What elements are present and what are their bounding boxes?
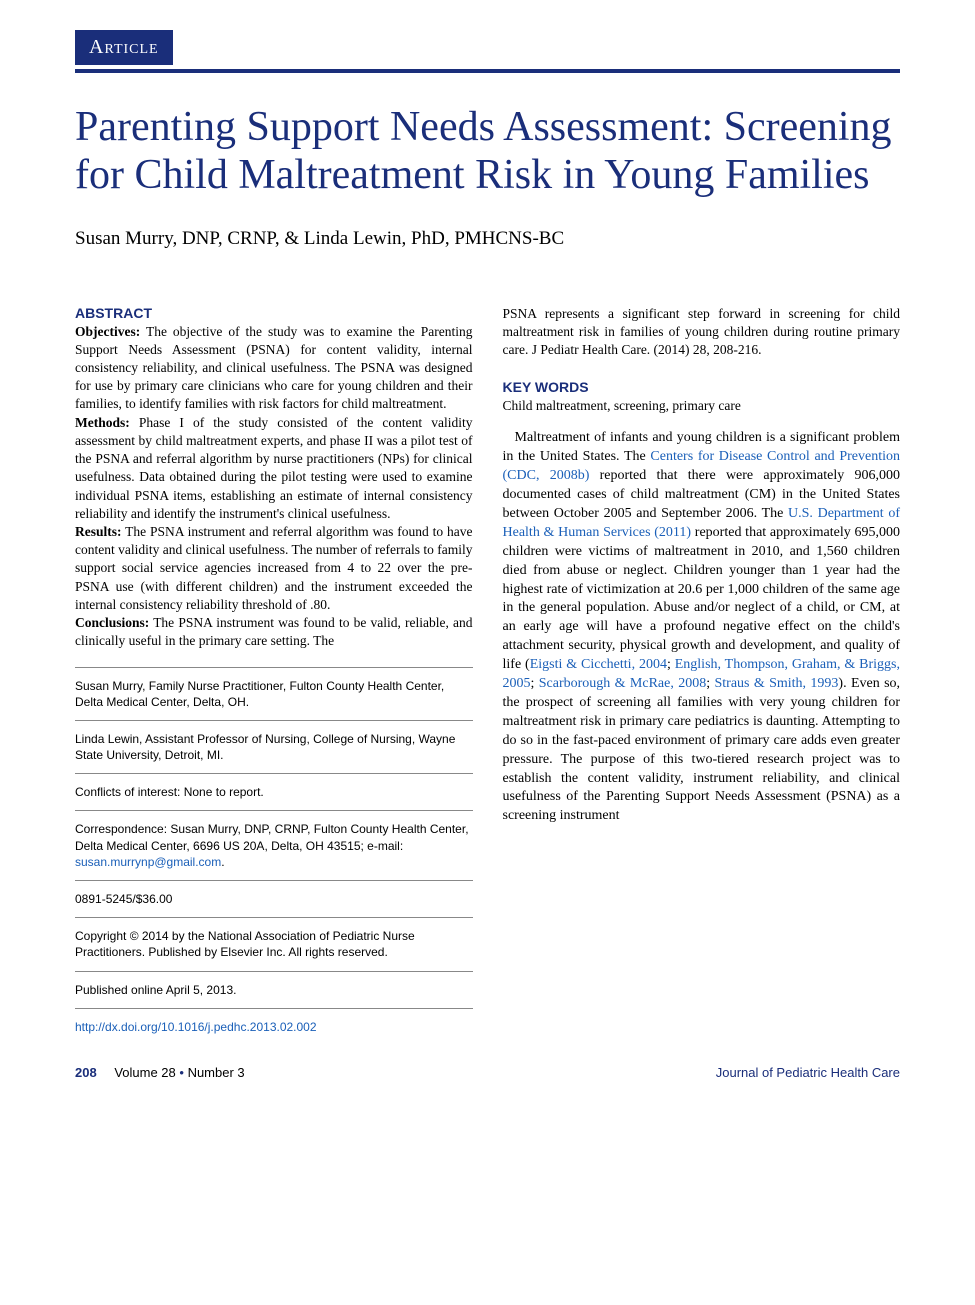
page-footer: 208 Volume 28 • Number 3 Journal of Pedi…	[75, 1065, 900, 1080]
footer-left: 208 Volume 28 • Number 3	[75, 1065, 245, 1080]
author-list: Susan Murry, DNP, CRNP, & Linda Lewin, P…	[75, 228, 900, 250]
bullet-separator: •	[179, 1065, 187, 1080]
results-label: Results:	[75, 524, 122, 539]
methods-label: Methods:	[75, 415, 130, 430]
results-text: The PSNA instrument and referral algorit…	[75, 524, 473, 612]
body-paragraph-1: Maltreatment of infants and young childr…	[503, 429, 901, 826]
two-column-layout: ABSTRACT Objectives: The objective of th…	[75, 305, 900, 1035]
citation-eigsti[interactable]: Eigsti & Cicchetti, 2004	[530, 657, 667, 672]
issn-price: 0891-5245/$36.00	[75, 891, 473, 907]
affiliations-block: Susan Murry, Family Nurse Practitioner, …	[75, 667, 473, 1035]
conflicts-statement: Conflicts of interest: None to report.	[75, 784, 473, 800]
left-column: ABSTRACT Objectives: The objective of th…	[75, 305, 473, 1035]
section-label: Article	[75, 30, 173, 65]
citation-scarborough[interactable]: Scarborough & McRae, 2008	[539, 676, 706, 691]
abstract-heading: ABSTRACT	[75, 305, 473, 321]
right-column: PSNA represents a significant step forwa…	[503, 305, 901, 1035]
correspondence: Correspondence: Susan Murry, DNP, CRNP, …	[75, 821, 473, 870]
abstract-body: Objectives: The objective of the study w…	[75, 323, 473, 651]
correspondence-email[interactable]: susan.murrynp@gmail.com	[75, 855, 221, 869]
journal-name: Journal of Pediatric Health Care	[716, 1065, 900, 1080]
correspondence-text: Correspondence: Susan Murry, DNP, CRNP, …	[75, 822, 469, 852]
conclusions-label: Conclusions:	[75, 615, 149, 630]
page-number: 208	[75, 1065, 97, 1080]
methods-text: Phase I of the study consisted of the co…	[75, 415, 473, 521]
article-title: Parenting Support Needs Assessment: Scre…	[75, 103, 900, 200]
number-text: Number 3	[188, 1065, 245, 1080]
abstract-continuation: PSNA represents a significant step forwa…	[503, 305, 901, 360]
article-body: Maltreatment of infants and young childr…	[503, 429, 901, 826]
published-date: Published online April 5, 2013.	[75, 982, 473, 998]
citation-straus[interactable]: Straus & Smith, 1993	[714, 676, 838, 691]
objectives-label: Objectives:	[75, 324, 140, 339]
copyright-notice: Copyright © 2014 by the National Associa…	[75, 928, 473, 960]
keywords-heading: KEY WORDS	[503, 379, 901, 395]
affiliation-2: Linda Lewin, Assistant Professor of Nurs…	[75, 731, 473, 763]
header-rule	[75, 69, 900, 73]
article-section-badge: Article	[75, 30, 900, 69]
volume-text: Volume 28	[114, 1065, 175, 1080]
affiliation-1: Susan Murry, Family Nurse Practitioner, …	[75, 678, 473, 710]
doi-link[interactable]: http://dx.doi.org/10.1016/j.pedhc.2013.0…	[75, 1020, 317, 1034]
keywords-text: Child maltreatment, screening, primary c…	[503, 397, 901, 415]
